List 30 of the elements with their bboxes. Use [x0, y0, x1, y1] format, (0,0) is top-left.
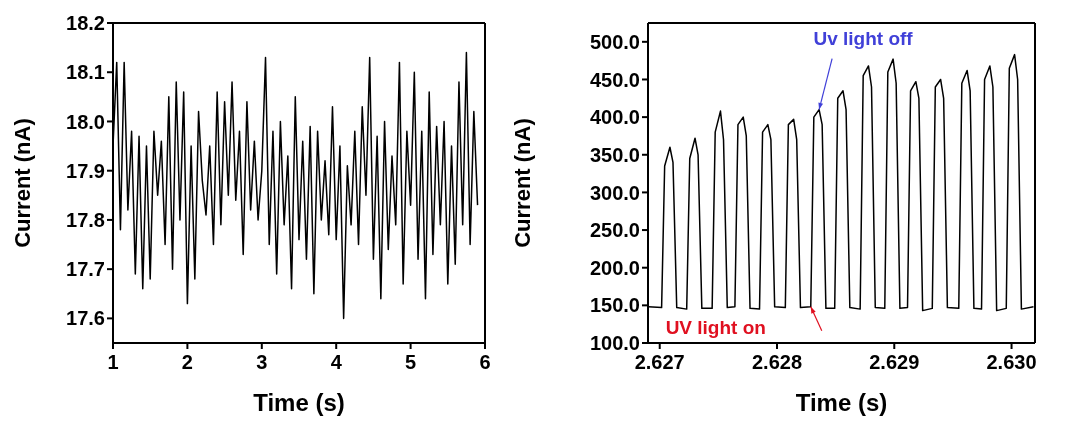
y-tick-label: 350.0	[589, 143, 640, 166]
y-tick-label: 18.1	[66, 61, 105, 84]
x-tick-label: 5	[405, 351, 417, 374]
y-tick-label: 450.0	[589, 68, 640, 91]
y-axis-title: Current (nA)	[9, 118, 35, 248]
y-tick-label: 17.7	[66, 258, 105, 281]
y-tick-label: 17.6	[66, 307, 105, 330]
y-axis-title: Current (nA)	[509, 118, 535, 248]
x-tick-label: 1	[107, 351, 119, 374]
x-axis-title: Time (s)	[795, 389, 888, 416]
x-tick-label: 4	[330, 351, 343, 374]
y-tick-label: 150.0	[589, 294, 640, 317]
y-tick-label: 17.9	[66, 159, 105, 182]
x-tick-label: 2.628	[751, 351, 803, 374]
y-tick-label: 400.0	[589, 106, 640, 129]
annotation: UV light on	[665, 316, 766, 338]
y-tick-label: 250.0	[589, 219, 640, 242]
x-axis-title: Time (s)	[253, 389, 345, 416]
x-tick-label: 3	[256, 351, 268, 374]
x-tick-label: 6	[479, 351, 491, 374]
y-tick-label: 200.0	[589, 256, 640, 279]
x-tick-label: 2	[181, 351, 193, 374]
y-tick-label: 300.0	[589, 181, 640, 204]
y-tick-label: 17.8	[66, 209, 105, 232]
annotation: Uv light off	[813, 27, 914, 49]
x-tick-label: 2.630	[986, 351, 1037, 374]
y-tick-label: 500.0	[589, 30, 640, 53]
y-tick-label: 18.0	[66, 110, 105, 133]
x-tick-label: 2.629	[869, 351, 920, 374]
y-tick-label: 18.2	[66, 12, 105, 35]
